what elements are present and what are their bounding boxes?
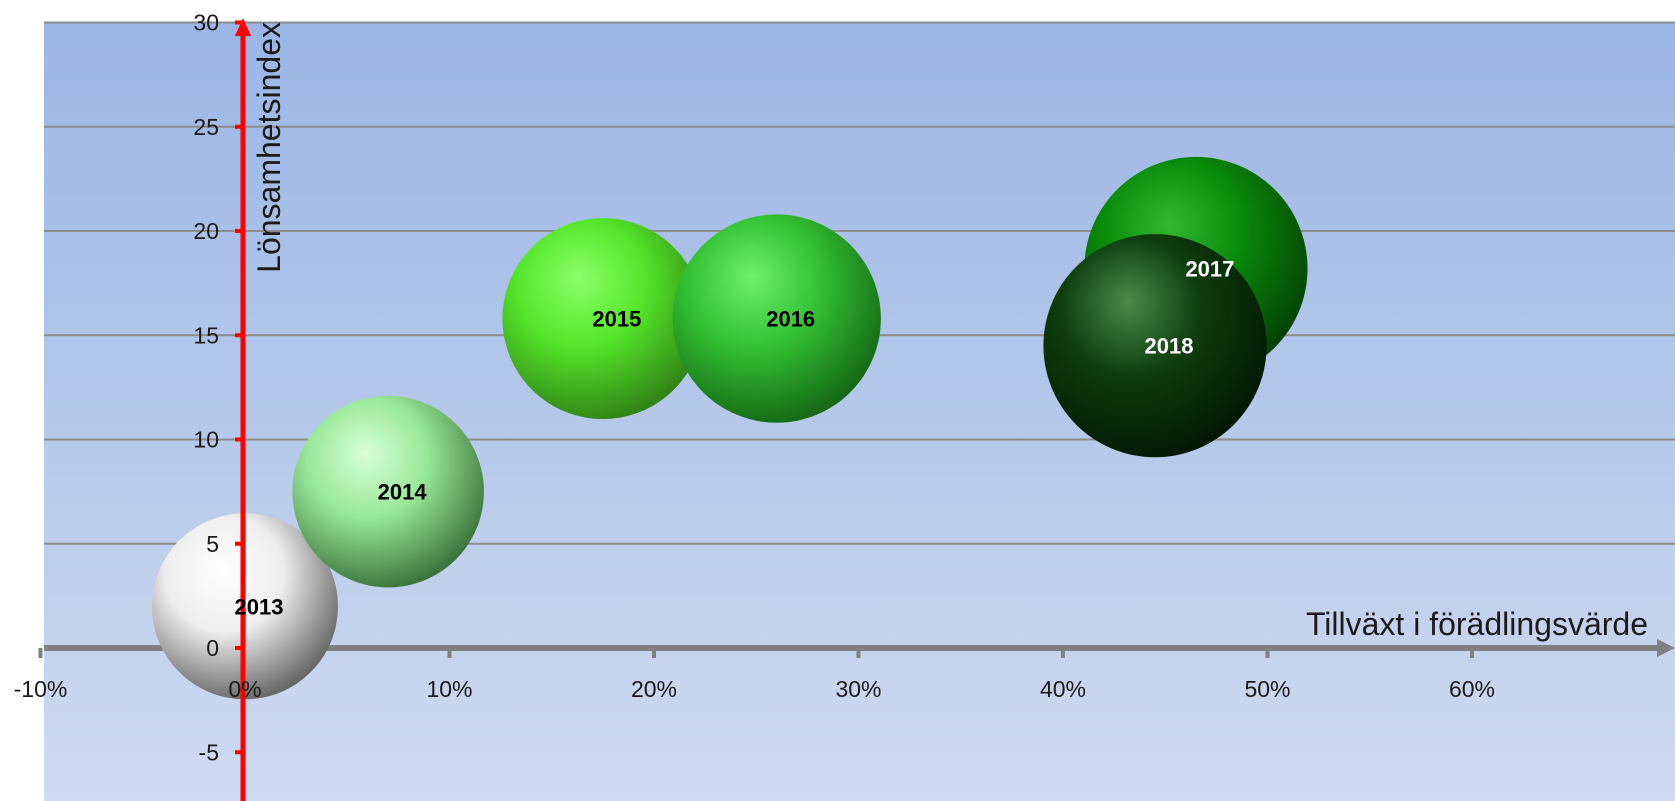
plot-area-background: [44, 22, 1675, 801]
bubble-2014: [292, 395, 484, 588]
x-tick-label: 0%: [228, 676, 261, 702]
bubble-label-2015: 2015: [592, 307, 641, 332]
tick-labels: -10% 0% 10% 20% 30% 40% 50% 60% -5 0 5 10 15 20 25 30: [14, 10, 1495, 766]
bubble-label-2017: 2017: [1185, 257, 1234, 282]
y-axis-title: Lönsamhetsindex: [251, 22, 287, 273]
y-tick-label: 10: [193, 427, 219, 453]
y-tick-label: 20: [193, 218, 219, 244]
bubble-2016: [672, 214, 881, 423]
x-tick-label: 50%: [1244, 676, 1290, 702]
bubble-2018: [1043, 234, 1267, 458]
bubble-2015: [502, 218, 704, 420]
x-axis-title: Tillväxt i förädlingsvärde: [1306, 606, 1648, 642]
x-tick-label: 10%: [426, 676, 472, 702]
bubble-label-2016: 2016: [766, 307, 815, 332]
bubble-label-2013: 2013: [235, 594, 284, 619]
bubble-label-2018: 2018: [1145, 334, 1194, 359]
y-tick-label: 0: [206, 635, 219, 661]
x-tick-label: -10%: [14, 676, 68, 702]
y-tick-label: 15: [193, 322, 219, 348]
y-axis-arrow: [235, 18, 251, 36]
y-axis: [235, 18, 251, 801]
y-tick-label: 5: [206, 531, 219, 557]
x-tick-label: 20%: [631, 676, 677, 702]
bubbles: [152, 156, 1308, 700]
bubble-label-2014: 2014: [378, 480, 428, 505]
x-tick-label: 30%: [835, 676, 881, 702]
x-tick-label: 40%: [1040, 676, 1086, 702]
x-axis-arrow: [1657, 639, 1675, 657]
y-tick-label: 30: [193, 10, 219, 36]
bubble-labels: 2013 2014 2015 2016 2017 2018: [235, 257, 1235, 620]
y-tick-label: 25: [193, 114, 219, 140]
x-tick-label: 60%: [1449, 676, 1495, 702]
y-tick-label: -5: [199, 739, 219, 765]
